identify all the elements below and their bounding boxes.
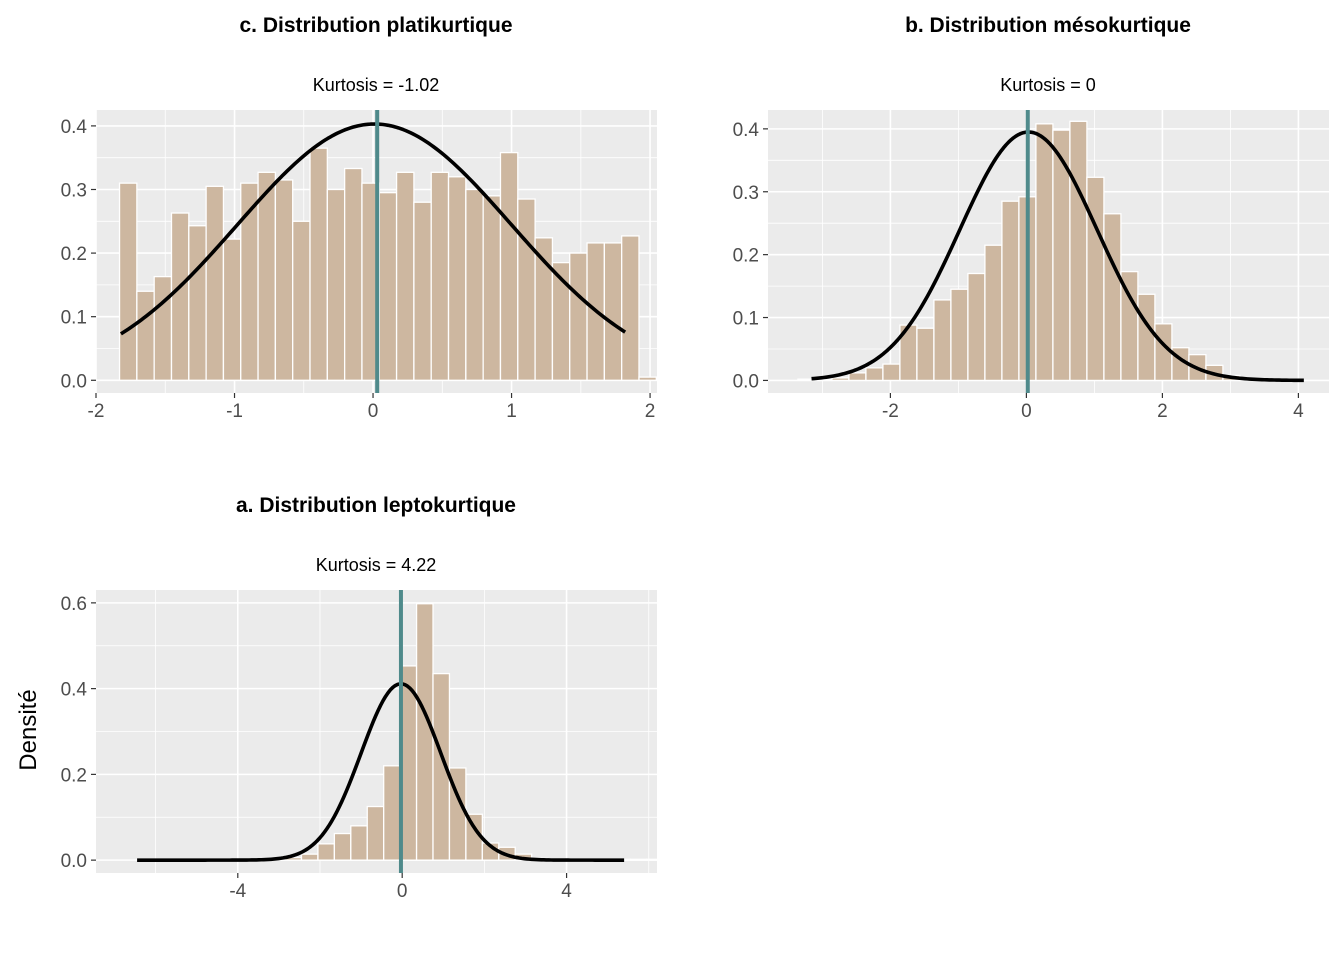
histogram-bar xyxy=(153,275,173,381)
x-tick-label: 4 xyxy=(561,881,572,902)
histogram-bar xyxy=(1035,123,1054,382)
histogram-bar xyxy=(1086,176,1105,382)
panel-title: b. Distribution mésokurtique xyxy=(905,14,1191,37)
histogram-bar xyxy=(569,252,588,381)
x-tick-label: 2 xyxy=(645,401,656,422)
histogram-bar xyxy=(292,220,311,381)
histogram-bar xyxy=(383,765,401,861)
x-tick-label: 4 xyxy=(1293,401,1304,422)
histogram-bar xyxy=(882,363,901,382)
panel-title: c. Distribution platikurtique xyxy=(239,14,512,37)
y-tick-label: 0.0 xyxy=(61,851,87,872)
plot-area: -2 -1 0 1 2 0.0 0.1 0.2 0.3 0.4 xyxy=(61,110,657,422)
histogram-bar xyxy=(413,201,432,381)
histogram-bar xyxy=(865,367,884,382)
panel-subtitle: Kurtosis = 4.22 xyxy=(316,555,437,575)
histogram-bar xyxy=(432,672,451,861)
y-axis-title: Densité xyxy=(15,689,42,770)
density-curve xyxy=(811,130,1304,383)
histogram-bar xyxy=(621,235,640,381)
y-tick-label: 0.2 xyxy=(733,246,759,267)
x-tick-label: 1 xyxy=(506,401,517,422)
panel-mesokurtic: b. Distribution mésokurtique Kurtosis = … xyxy=(733,14,1329,422)
histogram-bar xyxy=(517,198,536,381)
histogram-bar xyxy=(415,603,434,861)
histogram-bar xyxy=(309,147,328,381)
histogram-bar xyxy=(638,376,657,381)
histogram-bar xyxy=(378,192,398,381)
histogram-bar xyxy=(1137,293,1156,382)
x-tick-label: 0 xyxy=(368,401,379,422)
histogram-bar xyxy=(170,212,190,381)
histogram-bar xyxy=(933,299,952,382)
y-tick-label: 0.0 xyxy=(733,371,759,392)
density-curve xyxy=(119,122,627,336)
x-tick-label: -2 xyxy=(88,401,105,422)
y-tick-label: 0.2 xyxy=(61,244,87,265)
histogram-bar xyxy=(136,290,155,381)
panel-subtitle: Kurtosis = -1.02 xyxy=(313,75,440,95)
panel-title: a. Distribution leptokurtique xyxy=(236,494,516,517)
histogram-bar xyxy=(274,179,294,381)
histogram-bar xyxy=(430,171,450,381)
histogram-bar xyxy=(222,238,242,381)
histogram-bar xyxy=(326,188,346,381)
plot-area: -2 0 2 4 0.0 0.1 0.2 0.3 0.4 xyxy=(733,110,1329,422)
histogram-bar xyxy=(984,244,1003,382)
histogram-bar xyxy=(967,272,986,382)
histogram-bar xyxy=(848,372,867,382)
histogram-bar xyxy=(629,858,648,861)
y-tick-label: 0.1 xyxy=(733,309,759,330)
histogram-bar xyxy=(395,171,415,381)
histogram-bar xyxy=(465,188,484,381)
y-tick-label: 0.3 xyxy=(733,183,759,204)
histogram-bar xyxy=(343,167,363,381)
x-tick-label: 0 xyxy=(1021,401,1032,422)
panel-subtitle: Kurtosis = 0 xyxy=(1000,75,1096,95)
histogram-bar xyxy=(366,805,385,861)
histogram-bar xyxy=(350,825,368,861)
y-tick-label: 0.6 xyxy=(61,594,87,615)
histogram-bar xyxy=(317,843,336,861)
panel-platykurtic: c. Distribution platikurtique Kurtosis =… xyxy=(61,14,657,422)
panel-leptokurtic: a. Distribution leptokurtique Kurtosis =… xyxy=(61,494,664,902)
histogram-bar xyxy=(447,176,467,381)
y-tick-label: 0.2 xyxy=(61,765,87,786)
y-tick-label: 0.0 xyxy=(61,371,87,392)
y-tick-label: 0.3 xyxy=(61,180,87,201)
y-tick-label: 0.4 xyxy=(61,117,88,138)
x-tick-label: 2 xyxy=(1157,401,1168,422)
x-tick-label: -2 xyxy=(882,401,899,422)
histogram-bar xyxy=(205,185,225,381)
histogram-bar xyxy=(950,288,969,382)
x-tick-label: 0 xyxy=(397,881,408,902)
histogram-bar xyxy=(188,225,207,381)
histogram-bar xyxy=(257,171,277,381)
histogram-bar xyxy=(333,832,352,861)
histogram-bar xyxy=(482,195,502,381)
histogram-bar xyxy=(1001,200,1020,382)
plot-area: -4 0 4 0.0 0.2 0.4 0.6 xyxy=(61,590,664,902)
y-tick-label: 0.1 xyxy=(61,308,87,329)
histogram-bar xyxy=(603,242,623,381)
x-tick-label: -4 xyxy=(229,881,246,902)
histogram-bar xyxy=(1103,213,1122,382)
y-tick-label: 0.4 xyxy=(733,120,760,141)
x-tick-label: -1 xyxy=(226,401,243,422)
histogram-bar xyxy=(300,853,319,861)
histogram-bar xyxy=(1069,120,1088,382)
histogram-bar xyxy=(646,858,664,861)
histogram-bar xyxy=(916,327,935,382)
histogram-bar xyxy=(118,182,138,381)
y-tick-label: 0.4 xyxy=(61,680,88,701)
histogram-bar xyxy=(499,151,519,381)
density-curve xyxy=(137,682,625,862)
histogram-bar xyxy=(831,377,850,382)
